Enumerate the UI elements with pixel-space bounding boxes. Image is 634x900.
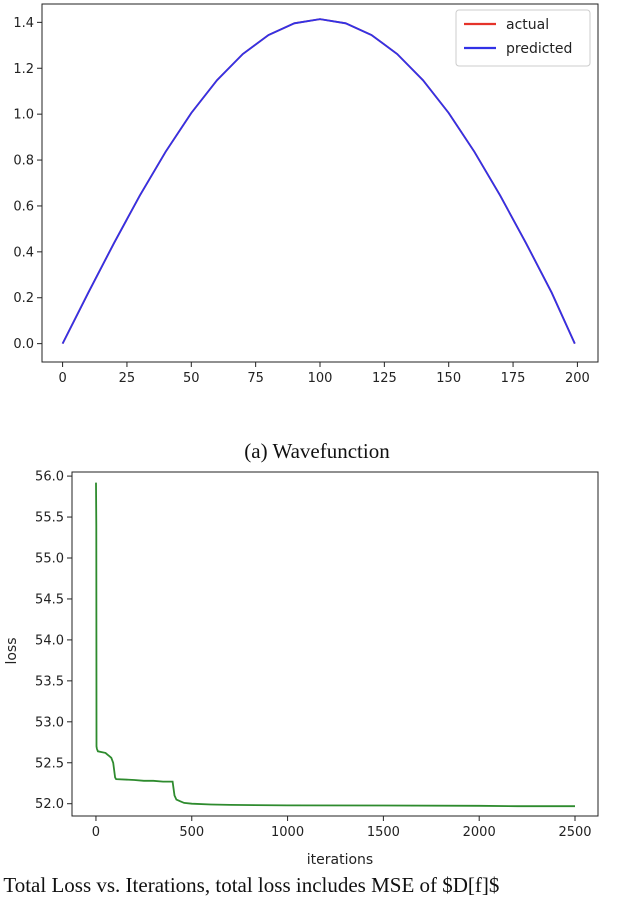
wavefunction-y-tick-label: 0.2 bbox=[13, 291, 34, 306]
caption-bottom: (b) Total Loss vs. Iterations, total los… bbox=[0, 873, 499, 897]
loss-y-tick-label: 53.5 bbox=[35, 674, 64, 689]
wavefunction-x-tick-label: 75 bbox=[247, 371, 264, 386]
caption-top: (a) Wavefunction bbox=[244, 439, 390, 463]
wavefunction-series-actual bbox=[61, 18, 576, 345]
wavefunction-y-tick-label: 1.2 bbox=[13, 62, 34, 77]
loss-x-tick-label: 500 bbox=[179, 825, 204, 840]
wavefunction-x-tick-label: 125 bbox=[372, 371, 397, 386]
wavefunction-x-tick-label: 50 bbox=[183, 371, 200, 386]
loss-x-tick-label: 2500 bbox=[558, 825, 591, 840]
loss-y-tick-label: 54.5 bbox=[35, 592, 64, 607]
wavefunction-legend: actual predicted bbox=[455, 9, 591, 67]
wavefunction-series-lines bbox=[61, 18, 576, 345]
wavefunction-chart: 0 25 50 75 100 125 150 175 200 0.0 0.2 0.4 0.6 0.8 1.0… bbox=[13, 3, 599, 386]
wavefunction-y-tick-label: 0.4 bbox=[13, 245, 34, 260]
legend-label-actual: actual bbox=[506, 17, 549, 33]
loss-y-tick-label: 52.5 bbox=[35, 756, 64, 771]
wavefunction-y-tick-label: 0.6 bbox=[13, 199, 34, 214]
loss-y-tick-label: 56.0 bbox=[35, 470, 64, 485]
loss-y-tick-label: 55.5 bbox=[35, 511, 64, 526]
wavefunction-x-tick-label: 100 bbox=[308, 371, 333, 386]
wavefunction-series-predicted bbox=[61, 18, 576, 345]
loss-series-lines bbox=[95, 482, 575, 808]
loss-x-tick-label: 1500 bbox=[367, 825, 400, 840]
loss-y-tick-label: 53.0 bbox=[35, 715, 64, 730]
wavefunction-x-tick-label: 200 bbox=[565, 371, 590, 386]
loss-plot-frame bbox=[71, 471, 599, 817]
x-axis-label: iterations bbox=[307, 852, 373, 868]
loss-y-tick-label: 54.0 bbox=[35, 633, 64, 648]
loss-x-tick-label: 2000 bbox=[463, 825, 496, 840]
loss-x-tick-label: 1000 bbox=[271, 825, 304, 840]
wavefunction-y-tick-label: 0.0 bbox=[13, 337, 34, 352]
wavefunction-x-tick-label: 0 bbox=[58, 371, 66, 386]
wavefunction-y-tick-label: 1.4 bbox=[13, 16, 34, 31]
loss-y-tick-label: 55.0 bbox=[35, 552, 64, 567]
loss-series-0 bbox=[95, 482, 575, 808]
loss-chart: 0 500 1000 1500 2000 2500 52.0 52.5 53.0 53.5 54.0… bbox=[4, 470, 599, 868]
wavefunction-y-tick-label: 0.8 bbox=[13, 154, 34, 169]
loss-y-tick-label: 52.0 bbox=[35, 797, 64, 812]
wavefunction-x-tick-label: 150 bbox=[436, 371, 461, 386]
y-axis-label: loss bbox=[4, 637, 20, 664]
loss-x-tick-label: 0 bbox=[92, 825, 100, 840]
loss-ticks: 0 500 1000 1500 2000 2500 52.0 52.5 53.0 53.5 54.0… bbox=[35, 470, 592, 840]
wavefunction-y-tick-label: 1.0 bbox=[13, 108, 34, 123]
wavefunction-x-tick-label: 175 bbox=[501, 371, 526, 386]
wavefunction-x-tick-label: 25 bbox=[119, 371, 136, 386]
legend-label-predicted: predicted bbox=[506, 41, 572, 57]
wavefunction-ticks: 0 25 50 75 100 125 150 175 200 0.0 0.2 0.4 0.6 0.8 1.0… bbox=[13, 16, 590, 386]
